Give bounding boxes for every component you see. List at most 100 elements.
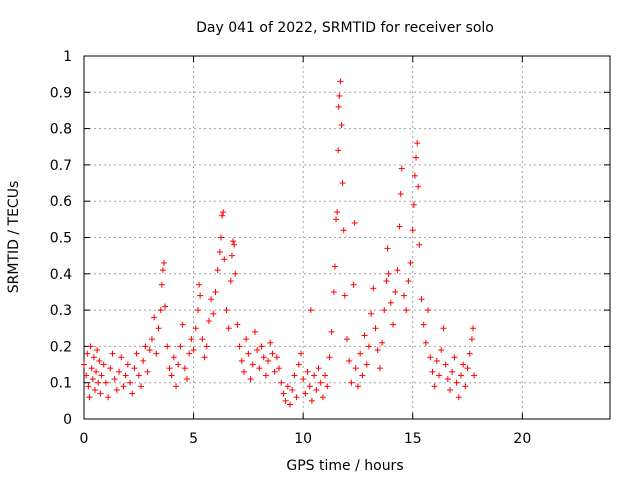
data-point [392, 288, 399, 295]
data-point [324, 383, 331, 390]
y-tick-label: 0.4 [50, 267, 72, 283]
y-tick-label: 0.9 [50, 85, 72, 101]
data-point [308, 397, 315, 404]
data-point [105, 394, 112, 401]
data-point [243, 336, 250, 343]
data-point [337, 78, 344, 85]
data-point [184, 376, 191, 383]
data-point [427, 354, 434, 361]
data-point [194, 307, 201, 314]
data-point [415, 183, 422, 190]
data-point [387, 299, 394, 306]
data-point [331, 263, 338, 270]
y-tick-label: 0.7 [50, 158, 72, 174]
data-point [228, 252, 235, 259]
data-point [135, 372, 142, 379]
data-point [451, 354, 458, 361]
data-point [245, 350, 252, 357]
data-point [186, 350, 193, 357]
data-point [175, 361, 182, 368]
data-points [81, 78, 478, 408]
data-point [384, 245, 391, 252]
data-point [278, 379, 285, 386]
data-point [87, 343, 94, 350]
data-point [124, 361, 131, 368]
y-tick-label: 0.3 [50, 303, 72, 319]
data-point [470, 325, 477, 332]
grid-lines [84, 56, 610, 419]
x-tick-label: 20 [513, 431, 531, 447]
data-point [271, 368, 278, 375]
data-point [322, 372, 329, 379]
data-point [293, 394, 300, 401]
data-point [340, 227, 347, 234]
data-point [93, 368, 100, 375]
data-point [354, 383, 361, 390]
data-point [212, 288, 219, 295]
data-point [223, 307, 230, 314]
data-point [276, 365, 283, 372]
data-point [282, 397, 289, 404]
data-point [287, 401, 294, 408]
y-tick-label: 0.2 [50, 339, 72, 355]
data-point [131, 365, 138, 372]
data-point [188, 336, 195, 343]
data-point [403, 307, 410, 314]
data-point [335, 103, 342, 110]
data-point [84, 350, 91, 357]
data-point [190, 347, 197, 354]
data-point [201, 354, 208, 361]
data-point [350, 281, 357, 288]
data-point [413, 154, 420, 161]
data-point [240, 368, 247, 375]
data-point [120, 383, 127, 390]
data-point [181, 365, 188, 372]
data-point [90, 354, 97, 361]
x-tick-label: 0 [80, 431, 89, 447]
data-point [144, 368, 151, 375]
data-point [359, 372, 366, 379]
y-tick-label: 0.8 [50, 122, 72, 138]
y-tick-label: 0 [63, 412, 72, 428]
data-point [142, 343, 149, 350]
data-point [214, 267, 221, 274]
data-point [88, 365, 95, 372]
data-point [91, 386, 98, 393]
data-point [449, 368, 456, 375]
data-point [357, 350, 364, 357]
data-point [159, 267, 166, 274]
data-point [256, 365, 263, 372]
data-point [328, 328, 335, 335]
data-point [151, 314, 158, 321]
data-point [344, 336, 350, 343]
data-point [368, 310, 375, 317]
data-point [440, 325, 447, 332]
data-point [164, 343, 171, 350]
data-point [230, 238, 237, 245]
data-point [374, 347, 381, 354]
data-point [96, 357, 103, 364]
data-point [196, 281, 203, 288]
data-point [217, 234, 224, 241]
data-point [197, 292, 204, 299]
data-point [254, 347, 261, 354]
data-point [260, 354, 267, 361]
data-point [341, 292, 348, 299]
x-tick-label: 15 [404, 431, 422, 447]
data-point [379, 339, 386, 346]
data-point [284, 383, 291, 390]
data-point [98, 372, 105, 379]
data-point [410, 201, 417, 208]
data-point [225, 325, 232, 332]
data-point [363, 361, 370, 368]
data-point [468, 336, 475, 343]
data-point [162, 303, 169, 310]
data-point [210, 310, 217, 317]
data-point [166, 365, 173, 372]
data-point [311, 372, 318, 379]
data-point [258, 343, 265, 350]
data-point [307, 307, 314, 314]
x-tick-label: 10 [294, 431, 312, 447]
data-point [89, 376, 96, 383]
data-point [409, 227, 416, 234]
